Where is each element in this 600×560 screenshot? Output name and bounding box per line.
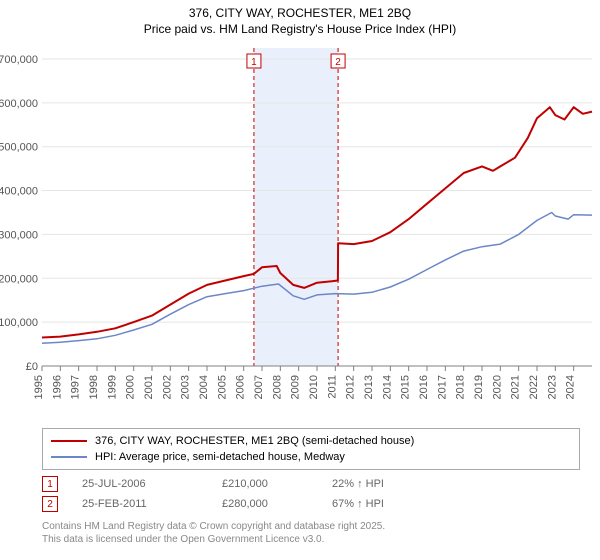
chart-svg: £0 £100,000 £200,000 £300,000 £400,000 £500,0… <box>0 44 600 424</box>
svg-text:2022: 2022 <box>528 375 540 399</box>
svg-text:2015: 2015 <box>400 375 412 399</box>
svg-text:2017: 2017 <box>436 375 448 399</box>
svg-text:2001: 2001 <box>143 375 155 399</box>
svg-text:2012: 2012 <box>345 375 357 399</box>
svg-text:2020: 2020 <box>491 375 503 399</box>
svg-text:2013: 2013 <box>363 375 375 399</box>
svg-text:2019: 2019 <box>473 375 485 399</box>
marker-pct: 67% ↑ HPI <box>332 498 384 510</box>
svg-text:2016: 2016 <box>418 375 430 399</box>
legend-item: 376, CITY WAY, ROCHESTER, ME1 2BQ (semi-… <box>51 433 571 449</box>
marker-pct: 22% ↑ HPI <box>332 478 384 490</box>
svg-text:2018: 2018 <box>455 375 467 399</box>
markers-block: 1 25-JUL-2006 £210,000 22% ↑ HPI 2 25-FE… <box>42 474 562 514</box>
chart-page: 376, CITY WAY, ROCHESTER, ME1 2BQ Price … <box>0 0 600 560</box>
svg-text:2000: 2000 <box>125 375 137 399</box>
svg-text:£300,000: £300,000 <box>0 229 38 241</box>
svg-text:2008: 2008 <box>271 375 283 399</box>
svg-text:1: 1 <box>251 57 257 68</box>
svg-text:£700,000: £700,000 <box>0 54 38 66</box>
svg-text:£100,000: £100,000 <box>0 317 38 329</box>
svg-text:2007: 2007 <box>253 375 265 399</box>
title-line1: 376, CITY WAY, ROCHESTER, ME1 2BQ <box>0 6 600 22</box>
svg-text:1996: 1996 <box>51 375 63 399</box>
credits: Contains HM Land Registry data © Crown c… <box>42 520 572 546</box>
marker-price: £210,000 <box>222 478 332 490</box>
chart: £0 £100,000 £200,000 £300,000 £400,000 £500,0… <box>0 44 600 424</box>
svg-text:1995: 1995 <box>33 375 45 399</box>
svg-text:£0: £0 <box>26 361 38 373</box>
svg-text:2002: 2002 <box>161 375 173 399</box>
marker-num-box: 1 <box>42 476 58 492</box>
svg-text:£500,000: £500,000 <box>0 142 38 154</box>
legend-swatch <box>51 440 87 442</box>
title-line2: Price paid vs. HM Land Registry's House … <box>0 22 600 38</box>
legend: 376, CITY WAY, ROCHESTER, ME1 2BQ (semi-… <box>42 428 580 470</box>
svg-text:2011: 2011 <box>326 375 338 399</box>
svg-text:1997: 1997 <box>70 375 82 399</box>
svg-text:2014: 2014 <box>381 375 393 399</box>
legend-item: HPI: Average price, semi-detached house,… <box>51 449 571 465</box>
legend-label: HPI: Average price, semi-detached house,… <box>95 451 345 463</box>
legend-label: 376, CITY WAY, ROCHESTER, ME1 2BQ (semi-… <box>95 435 414 447</box>
legend-swatch <box>51 456 87 458</box>
marker-price: £280,000 <box>222 498 332 510</box>
svg-text:2024: 2024 <box>565 375 577 399</box>
marker-row: 2 25-FEB-2011 £280,000 67% ↑ HPI <box>42 494 562 514</box>
svg-text:2006: 2006 <box>235 375 247 399</box>
svg-text:2005: 2005 <box>216 375 228 399</box>
marker-date: 25-FEB-2011 <box>82 498 222 510</box>
credits-line2: This data is licensed under the Open Gov… <box>42 533 572 546</box>
svg-text:£400,000: £400,000 <box>0 186 38 198</box>
marker-num-box: 2 <box>42 496 58 512</box>
marker-date: 25-JUL-2006 <box>82 478 222 490</box>
svg-text:1998: 1998 <box>88 375 100 399</box>
svg-text:2003: 2003 <box>180 375 192 399</box>
svg-text:1999: 1999 <box>106 375 118 399</box>
svg-text:2: 2 <box>335 57 341 68</box>
svg-text:£200,000: £200,000 <box>0 273 38 285</box>
title-block: 376, CITY WAY, ROCHESTER, ME1 2BQ Price … <box>0 0 600 37</box>
svg-text:2010: 2010 <box>308 375 320 399</box>
svg-text:2021: 2021 <box>510 375 522 399</box>
svg-text:2023: 2023 <box>546 375 558 399</box>
credits-line1: Contains HM Land Registry data © Crown c… <box>42 520 572 533</box>
marker-row: 1 25-JUL-2006 £210,000 22% ↑ HPI <box>42 474 562 494</box>
svg-text:2004: 2004 <box>198 375 210 399</box>
svg-text:£600,000: £600,000 <box>0 98 38 110</box>
svg-text:2009: 2009 <box>290 375 302 399</box>
